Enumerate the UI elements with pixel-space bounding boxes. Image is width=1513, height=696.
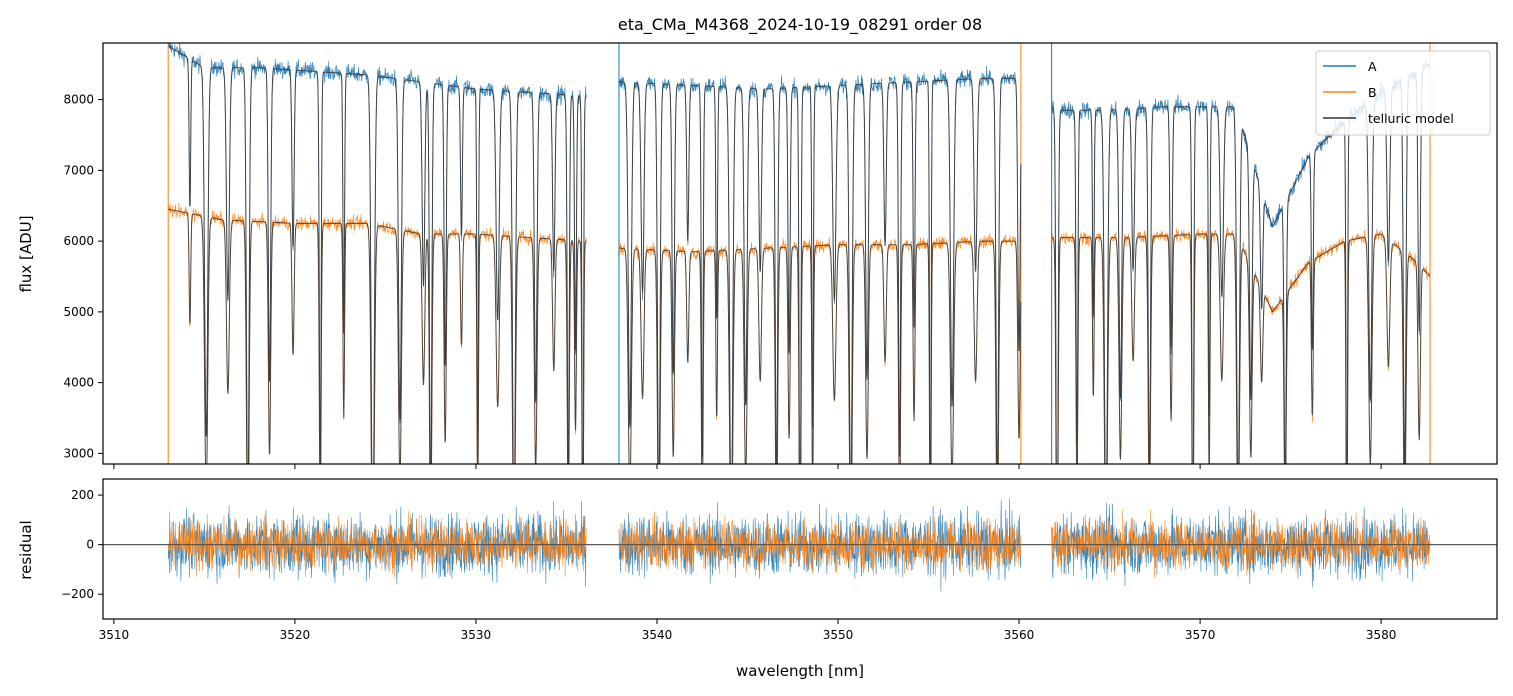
flux-y-tick-label: 6000 (63, 234, 94, 248)
telluric-model-line (1051, 233, 1431, 464)
flux-y-axis-label: flux [ADU] (17, 215, 35, 292)
residual-panel: −200 0 200 3510 3520 3530 3540 3550 3560 3570 3580… (17, 478, 1498, 680)
residual-b-line (167, 511, 587, 578)
legend-entry-label: telluric model (1368, 111, 1454, 126)
flux-y-tick-label: 3000 (63, 446, 94, 460)
x-axis-label: wavelength [nm] (736, 662, 864, 680)
chart-title: eta_CMa_M4368_2024-10-19_08291 order 08 (618, 15, 982, 35)
residual-x-tick-label: 3580 (1366, 628, 1397, 642)
residual-y-tick-label: 0 (86, 538, 94, 552)
residual-y-axis-label: residual (17, 520, 35, 579)
residual-b-line (1051, 509, 1431, 578)
telluric-model-line (618, 77, 1022, 464)
residual-y-tick-label: −200 (61, 587, 94, 601)
residual-x-tick-label: 3560 (1004, 628, 1035, 642)
residual-axes-frame (102, 478, 1498, 620)
flux-y-tick-label: 5000 (63, 305, 94, 319)
residual-y-tick-label: 200 (71, 488, 94, 502)
residual-x-tick-label: 3530 (461, 628, 492, 642)
flux-y-tick-label: 8000 (63, 93, 94, 107)
telluric-model-line (167, 45, 587, 464)
residual-x-tick-label: 3550 (823, 628, 854, 642)
telluric-model-line (168, 208, 587, 464)
flux-axes-frame (102, 42, 1498, 465)
residual-x-tick-label: 3510 (99, 628, 130, 642)
telluric-model-line (618, 240, 1022, 464)
series-a-line (618, 65, 1022, 464)
residual-x-tick-label: 3570 (1185, 628, 1216, 642)
flux-y-tick-label: 4000 (63, 376, 94, 390)
flux-y-tick-label: 7000 (63, 163, 94, 177)
series-a-line (168, 43, 587, 464)
legend-box (1315, 50, 1491, 136)
residual-x-tick-label: 3540 (642, 628, 673, 642)
flux-panel: 3000 4000 5000 6000 7000 8000 flux [ADU] ABte… (17, 42, 1498, 469)
legend-entry-label: B (1368, 85, 1377, 100)
residual-x-tick-label: 3520 (280, 628, 311, 642)
legend-entry-label: A (1368, 59, 1377, 74)
